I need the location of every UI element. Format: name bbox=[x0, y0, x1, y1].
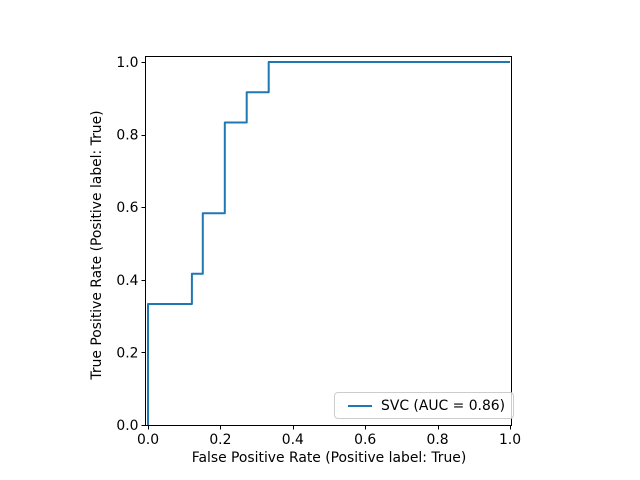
x-tick-label: 1.0 bbox=[499, 432, 521, 448]
x-axis-label: False Positive Rate (Positive label: Tru… bbox=[191, 450, 467, 466]
y-tick-label: 0.2 bbox=[116, 345, 138, 361]
legend-label: SVC (AUC = 0.86) bbox=[381, 397, 506, 414]
x-tick-label: 0.4 bbox=[282, 432, 304, 448]
y-tick-label: 0.0 bbox=[116, 418, 138, 434]
legend-line-sample bbox=[348, 404, 372, 407]
y-axis-label: True Positive Rate (Positive label: True… bbox=[89, 110, 105, 380]
x-tick-label: 0.6 bbox=[354, 432, 376, 448]
y-tick-label: 1.0 bbox=[116, 55, 138, 71]
y-tick-label: 0.4 bbox=[116, 273, 138, 289]
legend: SVC (AUC = 0.86) bbox=[334, 392, 515, 419]
roc-curve bbox=[147, 61, 510, 425]
y-tick-label: 0.8 bbox=[116, 128, 138, 144]
x-tick-label: 0.0 bbox=[137, 432, 159, 448]
x-tick-label: 0.2 bbox=[209, 432, 231, 448]
axes-spines bbox=[145, 56, 512, 426]
y-tick-label: 0.6 bbox=[116, 200, 138, 216]
x-tick-label: 0.8 bbox=[427, 432, 449, 448]
